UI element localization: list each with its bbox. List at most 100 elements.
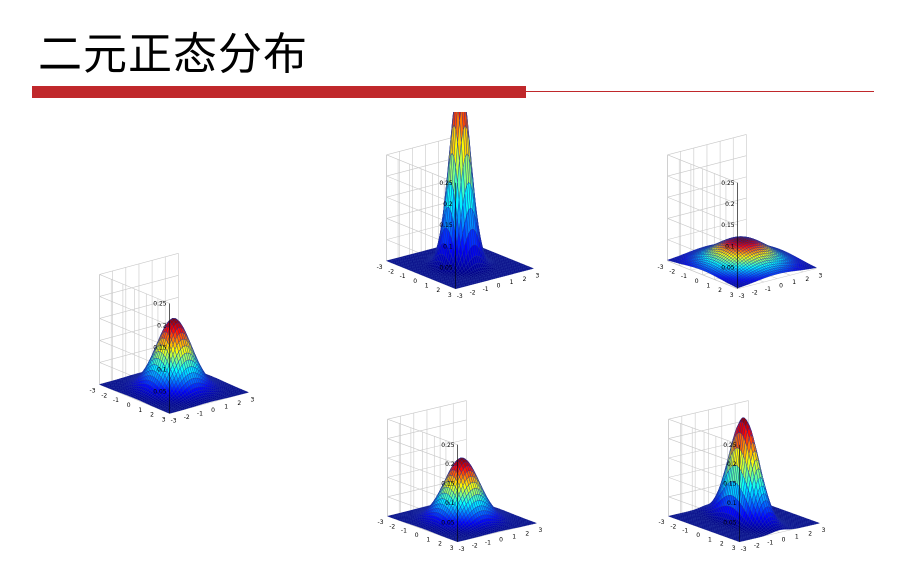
surface-mesh <box>386 457 538 542</box>
title-underline-thick <box>32 86 526 98</box>
y-tick-label: -2 <box>669 268 675 275</box>
x-tick-label: 2 <box>237 400 241 407</box>
y-tick-label: 1 <box>426 536 430 543</box>
surface-plot-5: 0.05 0.1 0.15 0.2 0.25 -3 -2 -1 0 1 2 3 -3 -2 -1 0 1 2 3 <box>596 380 892 574</box>
z-tick-label: 0.1 <box>725 243 735 250</box>
y-tick-label: 3 <box>732 545 736 552</box>
z-tick-label: 0.2 <box>443 201 453 208</box>
y-tick-label: 1 <box>138 407 142 414</box>
y-tick-label: 0 <box>415 532 419 539</box>
y-tick-label: -2 <box>101 392 107 399</box>
y-tick-label: -2 <box>388 268 394 275</box>
x-tick-label: -1 <box>197 410 203 417</box>
z-tick-label: 0.15 <box>153 344 167 351</box>
x-tick-label: 1 <box>795 533 799 540</box>
slide-title: 二元正态分布 <box>38 29 308 80</box>
y-tick-label: -1 <box>400 273 406 280</box>
y-tick-label: -1 <box>401 528 407 535</box>
x-tick-label: -1 <box>765 286 771 293</box>
y-tick-label: -3 <box>378 519 384 526</box>
x-tick-label: -2 <box>470 289 476 296</box>
x-tick-label: -3 <box>739 293 745 300</box>
y-tick-label: 0 <box>413 278 417 285</box>
z-tick-label: 0.15 <box>723 481 737 488</box>
surface-plot-3: 0.05 0.1 0.15 0.2 0.25 -3 -2 -1 0 1 2 3 -3 -2 -1 0 1 2 3 <box>596 112 888 324</box>
z-tick-label: 0.2 <box>725 201 735 208</box>
z-tick-label: 0.05 <box>439 265 453 272</box>
surface-mesh <box>386 112 534 289</box>
y-tick-label: 2 <box>438 541 442 548</box>
y-tick-label: 2 <box>150 412 154 419</box>
y-tick-label: -3 <box>658 264 664 271</box>
x-tick-label: 0 <box>497 283 501 290</box>
z-tick-label: 0.1 <box>727 500 737 507</box>
y-tick-label: 0 <box>127 402 131 409</box>
y-tick-label: 1 <box>425 282 429 289</box>
x-tick-label: -3 <box>171 417 177 424</box>
z-tick-label: 0.25 <box>721 180 735 187</box>
x-tick-label: 0 <box>779 283 783 290</box>
surface-mesh <box>667 417 821 542</box>
x-tick-label: -2 <box>472 543 478 550</box>
z-tick-label: 0.2 <box>157 322 167 329</box>
y-tick-label: 3 <box>450 545 454 552</box>
x-tick-label: -2 <box>754 543 760 550</box>
z-tick-label: 0.1 <box>445 500 455 507</box>
y-tick-label: -1 <box>113 397 119 404</box>
surface-mesh <box>666 236 818 289</box>
x-tick-label: 2 <box>525 530 529 537</box>
z-tick-label: 0.25 <box>153 300 167 307</box>
x-tick-label: 2 <box>808 530 812 537</box>
surface-plot-1: 0.05 0.1 0.15 0.2 0.25 -3 -2 -1 0 1 2 3 -3 -2 -1 0 1 2 3 <box>28 230 320 450</box>
x-tick-label: -3 <box>457 293 463 300</box>
surface-mesh <box>98 318 250 414</box>
z-tick-label: 0.25 <box>441 442 455 449</box>
x-tick-label: -2 <box>752 289 758 296</box>
x-tick-label: 3 <box>536 272 540 279</box>
z-tick-label: 0.05 <box>721 265 735 272</box>
x-tick-label: 2 <box>523 276 527 283</box>
y-tick-label: 2 <box>720 541 724 548</box>
y-tick-label: -3 <box>377 264 383 271</box>
x-tick-label: -1 <box>767 540 773 547</box>
y-tick-label: 1 <box>708 536 712 543</box>
x-tick-label: 0 <box>499 536 503 543</box>
z-tick-label: 0.15 <box>441 481 455 488</box>
z-tick-label: 0.2 <box>727 461 737 468</box>
y-tick-label: -3 <box>90 387 96 394</box>
z-tick-label: 0.1 <box>443 243 453 250</box>
y-tick-label: 3 <box>162 416 166 423</box>
x-tick-label: 1 <box>510 279 514 286</box>
y-tick-label: -2 <box>670 523 676 530</box>
y-tick-label: 1 <box>706 282 710 289</box>
y-tick-label: -1 <box>682 528 688 535</box>
x-tick-label: -1 <box>483 286 489 293</box>
x-tick-label: -2 <box>184 414 190 421</box>
x-tick-label: 0 <box>782 536 786 543</box>
x-tick-label: 3 <box>819 272 823 279</box>
x-tick-label: -1 <box>485 540 491 547</box>
y-tick-label: 2 <box>718 287 722 294</box>
x-tick-label: -3 <box>741 546 747 553</box>
y-tick-label: 0 <box>695 278 699 285</box>
z-tick-label: 0.1 <box>157 366 167 373</box>
x-tick-label: 3 <box>251 396 255 403</box>
z-tick-label: 0.2 <box>445 461 455 468</box>
z-tick-label: 0.05 <box>153 388 167 395</box>
y-tick-label: 3 <box>730 292 734 299</box>
z-tick-label: 0.25 <box>723 442 737 449</box>
z-tick-label: 0.15 <box>721 222 735 229</box>
x-tick-label: 2 <box>805 276 809 283</box>
z-tick-label: 0.15 <box>439 222 453 229</box>
x-tick-label: -3 <box>459 546 465 553</box>
y-tick-label: -3 <box>659 519 665 526</box>
x-tick-label: 1 <box>512 533 516 540</box>
y-tick-label: 3 <box>448 292 452 299</box>
y-tick-label: 0 <box>696 532 700 539</box>
y-tick-label: 2 <box>436 287 440 294</box>
surface-plot-4: 0.05 0.1 0.15 0.2 0.25 -3 -2 -1 0 1 2 3 -3 -2 -1 0 1 2 3 <box>316 380 608 574</box>
z-tick-label: 0.05 <box>441 519 455 526</box>
y-tick-label: -2 <box>389 523 395 530</box>
x-tick-label: 1 <box>792 279 796 286</box>
y-tick-label: -1 <box>681 273 687 280</box>
